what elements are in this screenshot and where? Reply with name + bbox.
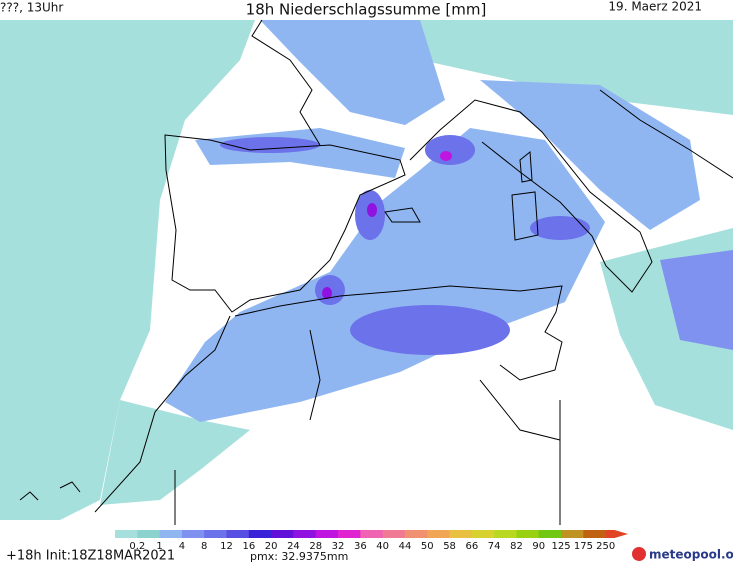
legend-label: 44 — [399, 541, 412, 552]
precip-area — [530, 216, 590, 240]
legend: 0.2 1 4 8 12 16 20 24 28 32 36 40 44 50 58 66 74 82 90 125 1… — [115, 530, 628, 552]
legend-label: 250 — [596, 541, 615, 552]
legend-label: 90 — [532, 541, 545, 552]
legend-swatch — [427, 530, 451, 538]
legend-swatch — [159, 530, 183, 538]
legend-label: 24 — [287, 541, 300, 552]
precip-area — [350, 305, 510, 355]
precip-area — [0, 20, 255, 520]
valid-date: 19. Maerz 2021 — [608, 0, 702, 14]
legend-swatch — [360, 530, 384, 538]
legend-label: 74 — [488, 541, 501, 552]
legend-swatch — [181, 530, 205, 538]
legend-swatch — [538, 530, 562, 538]
legend-swatch — [115, 530, 138, 538]
precip-area — [480, 80, 700, 230]
brand-logo — [632, 547, 646, 561]
precip-area — [165, 128, 605, 422]
legend-swatch — [338, 530, 361, 538]
legend-swatch — [293, 530, 317, 538]
legend-label: 82 — [510, 541, 523, 552]
legend-swatch — [248, 530, 272, 538]
init-info: +18h Init:18Z18MAR2021 — [6, 549, 175, 564]
legend-swatch — [404, 530, 428, 538]
legend-swatch — [137, 530, 161, 538]
legend-swatch — [226, 530, 250, 538]
run-time: ???, 13Uhr — [0, 1, 63, 15]
legend-label: 125 — [552, 541, 571, 552]
legend-swatch — [382, 530, 406, 538]
precip-area — [660, 250, 733, 350]
legend-swatch — [583, 530, 607, 538]
legend-swatch — [271, 530, 294, 538]
legend-label: 12 — [220, 541, 233, 552]
legend-swatch — [204, 530, 228, 538]
precip-peak — [440, 151, 452, 161]
legend-label: 40 — [376, 541, 389, 552]
legend-label: 20 — [265, 541, 278, 552]
map — [0, 19, 733, 525]
legend-label: 32 — [332, 541, 345, 552]
legend-label: 36 — [354, 541, 367, 552]
max-precip: pmx: 32.9375mm — [250, 550, 348, 563]
legend-label: 4 — [179, 541, 185, 552]
legend-label: 1 — [156, 541, 162, 552]
legend-swatch — [561, 530, 584, 538]
legend-label: 66 — [466, 541, 479, 552]
brand: meteopool.org — [649, 548, 733, 562]
legend-swatch — [494, 530, 517, 538]
legend-swatch — [315, 530, 339, 538]
legend-label: 28 — [309, 541, 322, 552]
legend-swatch — [471, 530, 495, 538]
precip-peak — [367, 203, 377, 217]
coastlines — [19, 19, 733, 525]
legend-label: 58 — [443, 541, 456, 552]
precip-area — [380, 20, 733, 115]
legend-swatch — [605, 530, 628, 538]
legend-label: 175 — [574, 541, 593, 552]
legend-swatch — [516, 530, 540, 538]
map-title: 18h Niederschlagssumme [mm] — [246, 1, 487, 19]
precip-peak — [322, 287, 332, 299]
precip-area — [220, 137, 320, 153]
legend-label: 16 — [242, 541, 255, 552]
legend-label: 0.2 — [129, 541, 145, 552]
precip-area — [425, 135, 475, 165]
legend-label: 8 — [201, 541, 207, 552]
precip-area — [260, 20, 445, 125]
precip-area — [100, 400, 250, 505]
legend-label: 50 — [421, 541, 434, 552]
legend-swatch — [449, 530, 473, 538]
